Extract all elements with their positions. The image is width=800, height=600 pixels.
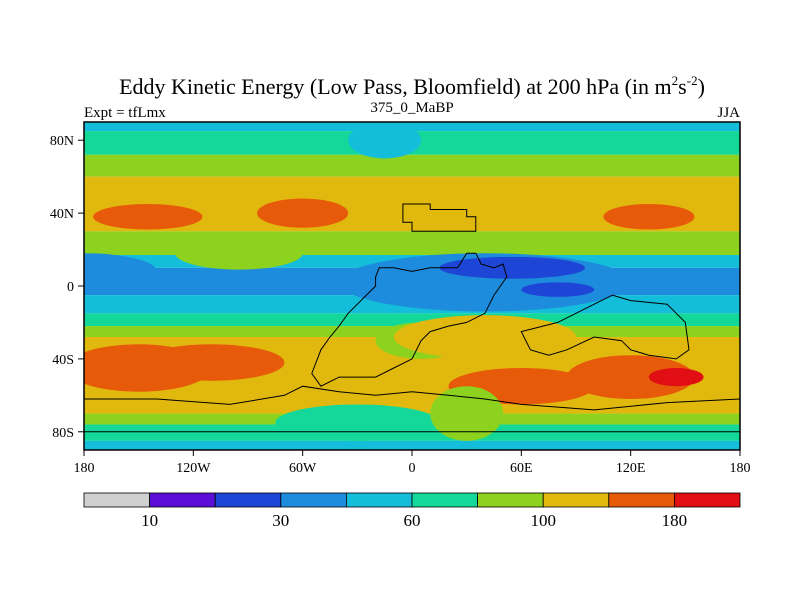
colorbar-box	[83, 492, 150, 508]
axis-ticks: 180 120W 60W 0 60E 120E 180 80N 40N 0 40S 80S	[50, 134, 751, 476]
field-band	[84, 122, 740, 132]
chart-title: Eddy Kinetic Energy (Low Pass, Bloomfiel…	[119, 73, 705, 99]
colorbar-box	[280, 492, 347, 508]
field-blob	[430, 386, 504, 441]
chart-title-sup1: 2	[672, 73, 679, 88]
field-blob	[603, 204, 695, 230]
field-blob	[275, 404, 440, 441]
colorbar-box	[411, 492, 478, 508]
subtitle-left: Expt = tfLmx	[84, 105, 166, 121]
colorbar-box	[542, 492, 610, 508]
field-blob	[138, 344, 285, 381]
x-tick-label: 180	[74, 461, 95, 476]
colorbar-box	[149, 492, 216, 508]
colorbar-box	[477, 492, 544, 508]
field-blob	[84, 253, 157, 290]
field-band	[84, 154, 740, 177]
x-tick-label: 60W	[289, 461, 317, 476]
chart-title-suffix: )	[698, 74, 705, 99]
colorbar-box	[608, 492, 675, 508]
x-tick-label: 60E	[510, 461, 533, 476]
field-blob	[521, 282, 595, 297]
subtitle-right: JJA	[717, 105, 740, 121]
field-blob	[393, 315, 576, 359]
field-blob	[257, 198, 349, 228]
colorbar: 10 30 60 100 180	[83, 492, 741, 530]
y-tick-label: 0	[67, 280, 74, 295]
y-tick-label: 40S	[52, 353, 74, 368]
colorbar-box	[214, 492, 282, 508]
x-tick-label: 0	[409, 461, 416, 476]
field-blob	[175, 236, 303, 270]
colorbar-box	[345, 492, 413, 508]
y-tick-label: 80S	[52, 426, 74, 441]
field-blob	[566, 355, 695, 399]
chart-title-mid: s	[678, 74, 687, 99]
colorbar-label: 60	[404, 511, 421, 530]
y-tick-label: 80N	[50, 134, 74, 149]
colorbar-label: 30	[272, 511, 289, 530]
coastlines	[84, 203, 740, 433]
coastline-outline	[311, 252, 508, 387]
colorbar-label: 180	[662, 511, 688, 530]
chart-title-prefix: Eddy Kinetic Energy (Low Pass, Bloomfiel…	[119, 74, 672, 99]
field-blob	[93, 204, 203, 230]
chart-title-sup2: -2	[687, 73, 698, 88]
colorbar-box	[674, 492, 741, 508]
y-tick-label: 40N	[50, 207, 74, 222]
map-field	[84, 122, 740, 450]
field-blob	[439, 256, 586, 279]
field-blob	[348, 122, 422, 159]
field-band	[84, 440, 740, 450]
colorbar-label: 10	[141, 511, 158, 530]
x-tick-label: 120W	[176, 461, 211, 476]
x-tick-label: 180	[730, 461, 751, 476]
x-tick-label: 120E	[616, 461, 646, 476]
coastline-outline	[520, 294, 690, 360]
subtitle-center: 375_0_MaBP	[370, 100, 453, 116]
colorbar-label: 100	[530, 511, 556, 530]
coastline-outline	[402, 203, 477, 232]
field-band	[84, 313, 740, 327]
coastline-outline	[84, 385, 740, 433]
field-blob	[648, 368, 704, 387]
